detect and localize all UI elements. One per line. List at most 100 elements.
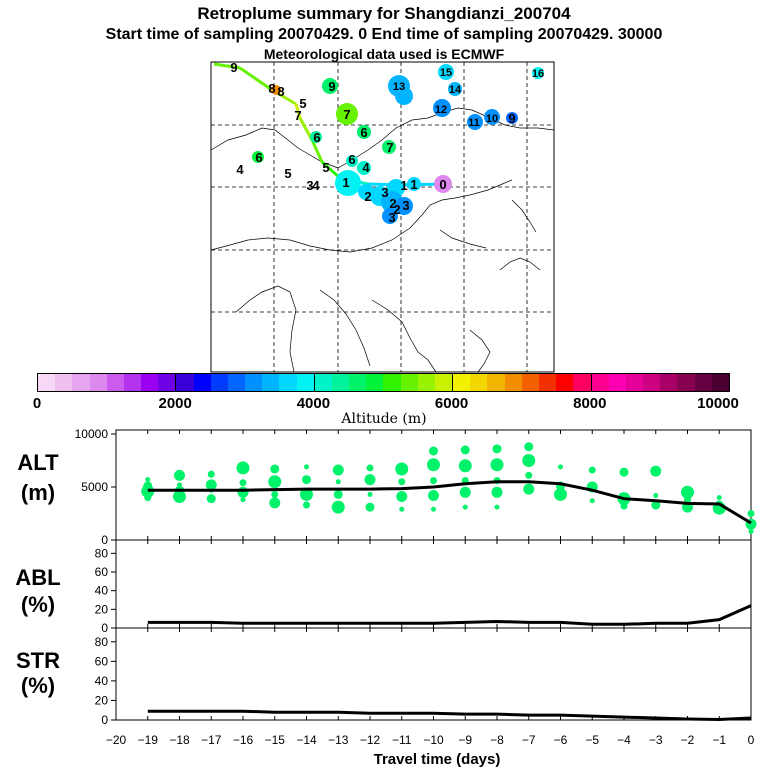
y-tick-label: 60 — [95, 654, 109, 668]
cluster-label: 3 — [306, 178, 313, 193]
colorbar-segment — [521, 374, 539, 391]
panel-frame — [115, 539, 752, 629]
colorbar-segment — [55, 374, 73, 391]
plume-cluster-circle — [438, 64, 454, 80]
cluster-label: 3 — [402, 198, 409, 213]
altitude-cluster-point — [458, 459, 472, 473]
colorbar-segment — [711, 374, 729, 391]
trajectory-segment — [239, 66, 273, 92]
altitude-cluster-point — [588, 466, 596, 474]
colorbar-segment — [296, 374, 315, 391]
colorbar-segment — [349, 374, 367, 391]
plume-cluster-circle — [336, 103, 358, 125]
y-axis-label: (m) — [21, 480, 55, 505]
x-tick-label: −17 — [201, 733, 222, 747]
cluster-label: 2 — [389, 196, 396, 211]
y-axis-label: (%) — [21, 673, 55, 698]
y-axis-label: (%) — [21, 592, 55, 617]
altitude-cluster-point — [589, 498, 595, 504]
cluster-label: 6 — [360, 125, 367, 140]
altitude-cluster-point — [492, 444, 502, 454]
colorbar-segment — [383, 374, 401, 391]
altitude-cluster-point — [145, 477, 151, 483]
altitude-cluster-point — [523, 483, 535, 495]
y-tick-label: 80 — [95, 546, 109, 560]
y-tick-label: 80 — [95, 635, 109, 649]
y-tick-label: 0 — [101, 621, 108, 635]
altitude-cluster-point — [430, 477, 437, 485]
series-line-str — [147, 709, 752, 722]
trajectory-segment — [298, 117, 314, 141]
y-axis-label: ALT — [17, 450, 59, 475]
colorbar-segment — [591, 374, 609, 391]
altitude-cluster-point — [335, 479, 341, 485]
colorbar-segment — [625, 374, 644, 391]
cluster-label: 1 — [342, 175, 349, 190]
colorbar-segment — [487, 374, 505, 391]
cluster-label: 7 — [343, 107, 350, 122]
chart-title: Retroplume summary for Shangdianzi_20070… — [197, 4, 571, 23]
plume-cluster-circle — [506, 112, 518, 124]
cluster-label: 15 — [440, 67, 452, 79]
x-tick-label: −11 — [392, 733, 412, 747]
colorbar-segment — [331, 374, 350, 391]
plume-cluster-circle — [252, 151, 264, 163]
altitude-cluster-point — [333, 489, 343, 499]
cluster-label: 3 — [381, 185, 388, 200]
colorbar-segment — [556, 374, 574, 391]
y-tick-label: 20 — [95, 693, 109, 707]
y-tick-label: 60 — [95, 565, 109, 579]
altitude-cluster-point — [653, 492, 659, 498]
altitude-cluster-point — [395, 462, 409, 476]
plume-cluster-circle — [271, 85, 281, 95]
cluster-label: 3 — [388, 210, 395, 225]
cluster-label: 1 — [410, 177, 417, 192]
colorbar-segment — [245, 374, 263, 391]
x-tick-label: 0 — [748, 733, 755, 747]
y-tick-label: 10000 — [75, 427, 109, 441]
plume-cluster-circle — [532, 67, 544, 79]
x-axis-label: Travel time (days) — [374, 751, 501, 768]
cluster-label: 8 — [268, 81, 275, 96]
altitude-cluster-point — [494, 504, 500, 510]
altitude-cluster-point — [525, 471, 533, 479]
plume-cluster-circle — [357, 125, 371, 139]
colorbar-segment — [72, 374, 90, 391]
cluster-label: 1 — [400, 178, 407, 193]
altitude-cluster-point — [428, 489, 439, 501]
altitude-cluster-point — [271, 490, 279, 498]
altitude-cluster-point — [619, 467, 629, 477]
colorbar-segment — [262, 374, 280, 391]
altitude-cluster-point — [747, 510, 755, 517]
colorbar-segment — [434, 374, 454, 391]
cluster-label: 5 — [284, 166, 291, 181]
altitude-cluster-point — [748, 529, 754, 535]
altitude-cluster-point — [427, 458, 440, 472]
y-tick-label: 40 — [95, 674, 109, 688]
cluster-label: 0 — [439, 177, 446, 192]
x-tick-label: −4 — [617, 733, 631, 747]
series-line-alt — [147, 480, 752, 525]
altitude-cluster-point — [684, 496, 691, 504]
series-line-abl — [147, 604, 752, 626]
colorbar-segment — [89, 374, 107, 391]
chart-subtitle: Start time of sampling 20070429. 0 End t… — [105, 26, 663, 43]
x-tick-label: −10 — [423, 733, 444, 747]
x-tick-label: −6 — [554, 733, 568, 747]
colorbar-segment — [538, 374, 557, 391]
y-tick-label: 5000 — [81, 480, 108, 494]
cluster-label: 6 — [313, 130, 320, 145]
y-axis-label: ABL — [15, 565, 60, 590]
colorbar-label: Altitude (m) — [341, 411, 427, 427]
altitude-cluster-point — [429, 446, 438, 456]
altitude-cluster-point — [331, 500, 345, 514]
cluster-label: 4 — [312, 178, 320, 193]
altitude-cluster-point — [491, 486, 503, 498]
colorbar-segment — [366, 374, 384, 391]
colorbar-segment — [608, 374, 626, 391]
altitude-cluster-point — [460, 445, 470, 455]
altitude-cluster-point — [303, 501, 310, 509]
colorbar-segment — [176, 374, 194, 391]
colorbar-segment — [314, 374, 332, 391]
plume-cluster-circle — [322, 78, 338, 94]
